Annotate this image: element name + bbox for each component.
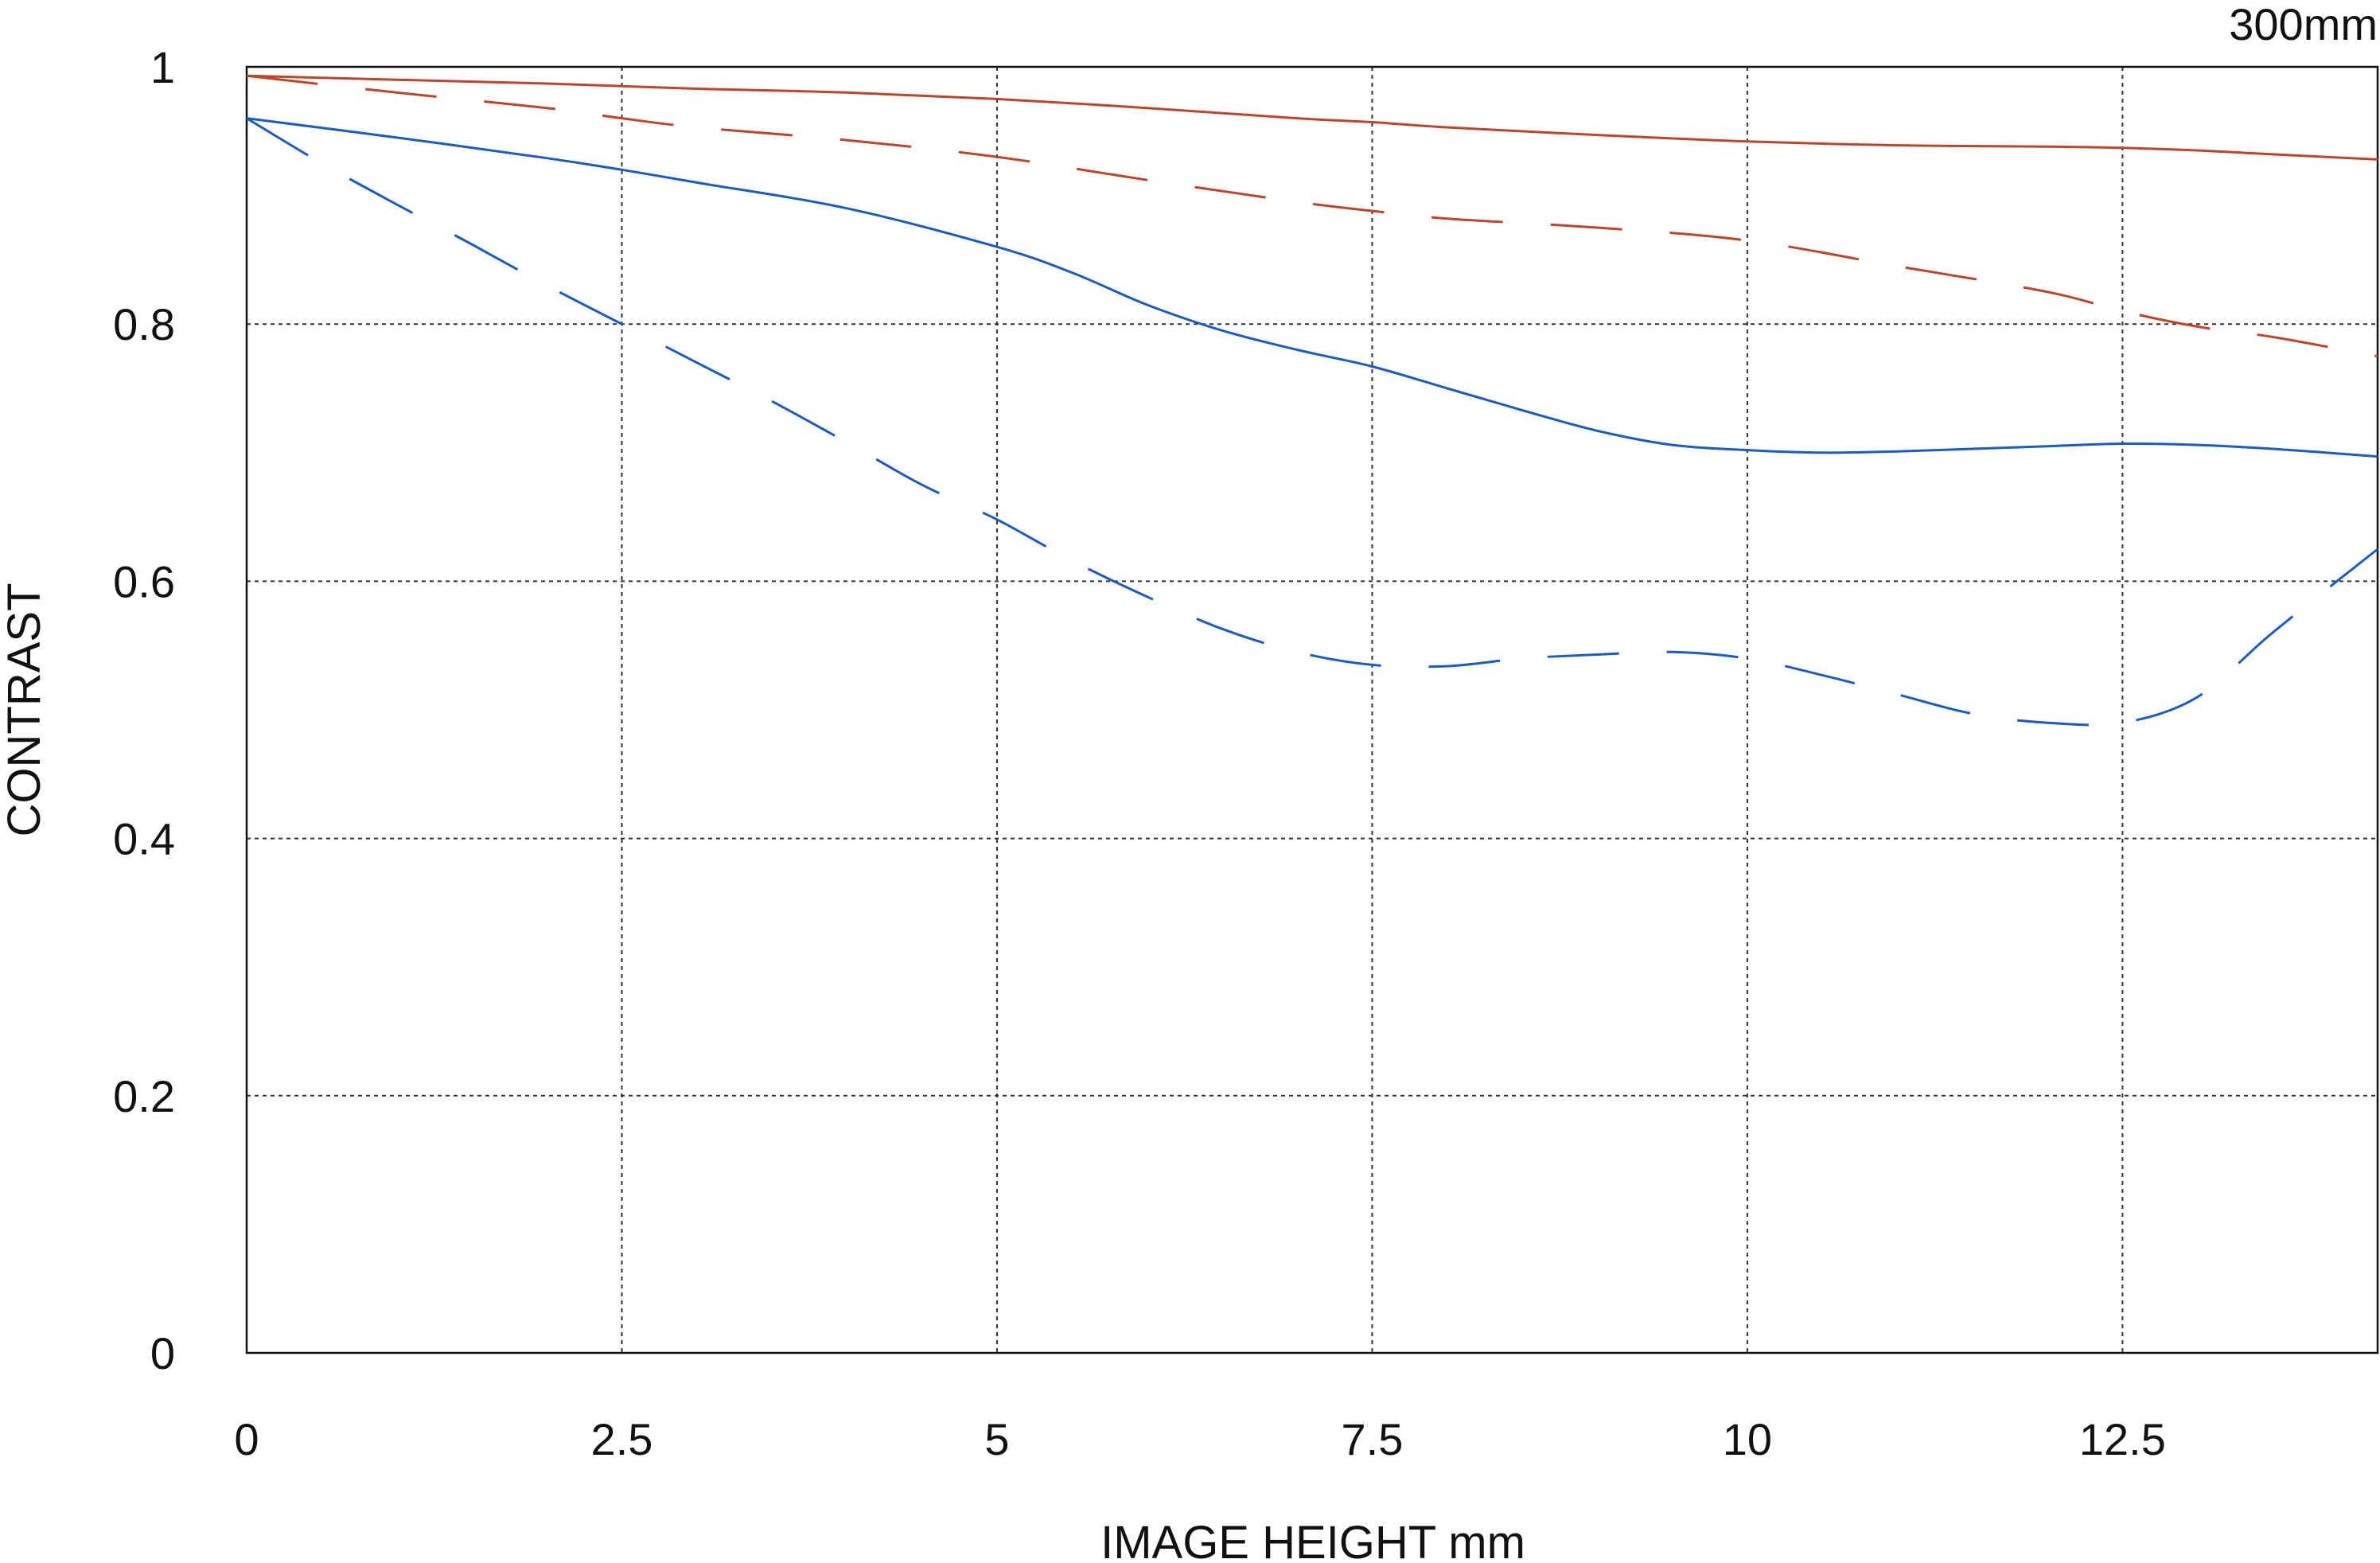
x-tick-label: 0 bbox=[234, 1414, 259, 1464]
series-line-1 bbox=[246, 74, 2378, 161]
x-axis-ticks: 0 2.5 5 7.5 10 12.5 bbox=[234, 1414, 2165, 1464]
x-tick-label: 5 bbox=[984, 1414, 1009, 1464]
grid-lines bbox=[247, 67, 2378, 1353]
x-tick-label: 7.5 bbox=[1342, 1414, 1404, 1464]
series-line-2 bbox=[246, 74, 2378, 358]
y-tick-label: 0.6 bbox=[113, 556, 175, 606]
y-tick-label: 0.4 bbox=[113, 814, 175, 864]
series-line-3 bbox=[246, 117, 2378, 458]
x-tick-label: 2.5 bbox=[591, 1414, 653, 1464]
series-lines bbox=[246, 74, 2378, 727]
y-tick-label: 0.8 bbox=[113, 299, 175, 349]
y-tick-label: 0.2 bbox=[113, 1071, 175, 1121]
y-tick-label: 0 bbox=[150, 1328, 175, 1378]
y-tick-label: 1 bbox=[150, 42, 175, 92]
y-axis-ticks: 0 0.2 0.4 0.6 0.8 1 bbox=[113, 42, 175, 1378]
series-line-4 bbox=[246, 117, 2378, 727]
x-axis-label: IMAGE HEIGHT mm bbox=[1100, 1517, 1525, 1563]
x-tick-label: 12.5 bbox=[2079, 1414, 2166, 1464]
y-axis-label: CONTRAST bbox=[0, 583, 50, 837]
chart-title: 300mm bbox=[2229, 0, 2378, 49]
plot-frame bbox=[245, 65, 2379, 1354]
x-tick-label: 10 bbox=[1723, 1414, 1772, 1464]
